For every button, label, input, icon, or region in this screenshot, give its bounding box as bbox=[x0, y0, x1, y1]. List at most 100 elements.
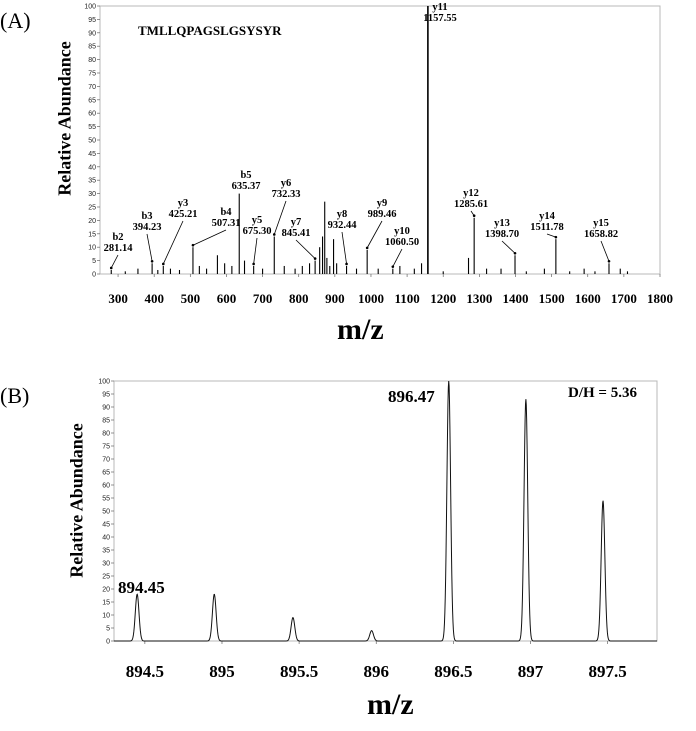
chart-a-ion-label: y10 bbox=[394, 226, 410, 237]
chart-a-ytick-label: 95 bbox=[88, 17, 96, 24]
chart-a-annotation-arrow bbox=[146, 233, 153, 262]
chart-a-arrowhead bbox=[472, 214, 476, 218]
chart-a-ion-label: y15 bbox=[593, 218, 609, 229]
chart-a-ytick-label: 10 bbox=[88, 245, 96, 252]
chart-b-ytick-label: 80 bbox=[102, 431, 110, 438]
chart-a-xtick-label: 1200 bbox=[430, 291, 456, 306]
chart-a-arrowhead bbox=[513, 251, 517, 255]
chart-a-ytick-label: 60 bbox=[88, 111, 96, 118]
chart-b-xtick-label: 896.5 bbox=[434, 662, 472, 681]
chart-a-arrowhead bbox=[365, 246, 369, 250]
chart-a-ion-label: y13 bbox=[494, 218, 510, 229]
chart-a-arrowhead bbox=[272, 233, 276, 236]
chart-b-xlabel: m/z bbox=[367, 688, 414, 721]
chart-a-ion-label: y14 bbox=[539, 211, 556, 222]
chart-b-ytick-label: 10 bbox=[102, 613, 110, 620]
chart-b-xtick-label: 894.5 bbox=[126, 662, 164, 681]
chart-a-xtick-label: 1000 bbox=[358, 291, 384, 306]
chart-a-title: TMLLQPAGSLGSYSYR bbox=[138, 23, 282, 38]
chart-a-ytick-label: 30 bbox=[88, 191, 96, 198]
chart-a-annotation-arrow bbox=[501, 240, 516, 254]
chart-a-ion-label: b5 bbox=[240, 170, 251, 181]
chart-a-ion-label: b4 bbox=[220, 207, 232, 218]
chart-a-annotation-arrow bbox=[273, 200, 287, 235]
chart-a-ytick-label: 20 bbox=[88, 218, 96, 225]
chart-b-ytick-label: 0 bbox=[106, 639, 110, 646]
chart-a-annotation-arrow bbox=[392, 248, 403, 267]
chart-a-xlabel: m/z bbox=[337, 313, 384, 346]
chart-a-annotation-arrow bbox=[600, 240, 610, 262]
chart-b-ytick-label: 60 bbox=[102, 483, 110, 490]
chart-b-ytick-label: 5 bbox=[106, 626, 110, 633]
chart-b-ytick-label: 45 bbox=[102, 522, 110, 529]
chart-b-ytick-label: 25 bbox=[102, 574, 110, 581]
chart-b-peak-label: 894.45 bbox=[118, 578, 165, 597]
chart-a-ytick-label: 5 bbox=[92, 258, 96, 265]
chart-a-ion-label: b3 bbox=[141, 211, 152, 222]
chart-a-mz-label: 845.41 bbox=[282, 228, 311, 239]
chart-a-mz-label: 989.46 bbox=[368, 209, 397, 220]
chart-b-ytick-label: 20 bbox=[102, 587, 110, 594]
chart-a-mz-label: 675.30 bbox=[243, 226, 272, 237]
chart-b-ytick-label: 75 bbox=[102, 444, 110, 451]
chart-a-ytick-label: 35 bbox=[88, 178, 96, 185]
chart-a-xtick-label: 700 bbox=[253, 291, 273, 306]
chart-a-annotation-arrow bbox=[162, 220, 184, 265]
chart-b-ytick-label: 70 bbox=[102, 457, 110, 464]
chart-a-arrowhead bbox=[191, 243, 195, 247]
chart-a-mz-label: 394.23 bbox=[133, 222, 162, 233]
chart-a-mz-label: 1157.55 bbox=[423, 13, 457, 24]
chart-a-xtick-label: 1600 bbox=[575, 291, 601, 306]
chart-a-ytick-label: 85 bbox=[88, 44, 96, 51]
chart-a-arrowhead bbox=[150, 259, 154, 263]
chart-a-ytick-label: 0 bbox=[92, 272, 96, 279]
chart-b-ytick-label: 100 bbox=[98, 379, 110, 386]
chart-a-xtick-label: 600 bbox=[217, 291, 237, 306]
chart-a-ytick-label: 100 bbox=[84, 4, 96, 11]
chart-a-annotation-arrow bbox=[295, 239, 316, 259]
chart-a-mz-label: 1398.70 bbox=[485, 229, 519, 240]
chart-a-mz-label: 1285.61 bbox=[454, 199, 488, 210]
chart-a-ytick-label: 65 bbox=[88, 97, 96, 104]
chart-a-ytick-label: 55 bbox=[88, 124, 96, 131]
chart-a-annotation-arrow bbox=[341, 231, 347, 265]
chart-a-ytick-label: 40 bbox=[88, 164, 96, 171]
chart-a-ytick-label: 15 bbox=[88, 231, 96, 238]
chart-a-ytick-label: 75 bbox=[88, 71, 96, 78]
chart-a-xtick-label: 1700 bbox=[611, 291, 637, 306]
chart-b-xtick-label: 897.5 bbox=[589, 662, 627, 681]
chart-a-ion-label: y9 bbox=[377, 198, 388, 209]
chart-a-mz-label: 635.37 bbox=[232, 181, 261, 192]
chart-b-peak-label: 896.47 bbox=[388, 387, 435, 406]
chart-a-annotation-arrow bbox=[192, 229, 227, 246]
chart-a-ytick-label: 45 bbox=[88, 151, 96, 158]
panel-a-label: (A) bbox=[0, 8, 31, 33]
chart-b-ytick-label: 50 bbox=[102, 509, 110, 516]
chart-a-ion-label: y11 bbox=[432, 2, 447, 13]
chart-b-ytick-label: 65 bbox=[102, 470, 110, 477]
chart-b-ytick-label: 15 bbox=[102, 600, 110, 607]
chart-a-ytick-label: 50 bbox=[88, 138, 96, 145]
chart-a-ion-label: y6 bbox=[281, 178, 292, 189]
chart-b-ytick-label: 85 bbox=[102, 418, 110, 425]
chart-a-mz-label: 932.44 bbox=[328, 220, 358, 231]
chart-b-profile-line bbox=[114, 380, 657, 642]
chart-a-xtick-label: 1500 bbox=[539, 291, 565, 306]
chart-b-ytick-label: 95 bbox=[102, 392, 110, 399]
chart-a-annotation-arrow bbox=[546, 233, 557, 238]
chart-a-mz-label: 425.21 bbox=[169, 209, 198, 220]
chart-a-arrowhead bbox=[391, 265, 395, 268]
chart-a-xtick-label: 900 bbox=[325, 291, 345, 306]
chart-b-xtick-label: 895.5 bbox=[280, 662, 318, 681]
chart-a-xtick-label: 500 bbox=[181, 291, 201, 306]
chart-a-annotation-arrow bbox=[253, 237, 258, 265]
chart-b-xtick-label: 897 bbox=[518, 662, 544, 681]
chart-a-mz-label: 281.14 bbox=[104, 243, 134, 254]
chart-b-xtick-label: 896 bbox=[363, 662, 389, 681]
chart-a-ion-label: y8 bbox=[337, 209, 348, 220]
chart-a-ion-label: y7 bbox=[291, 217, 302, 228]
chart-a-ion-label: y3 bbox=[178, 198, 189, 209]
chart-a-arrowhead bbox=[109, 266, 113, 270]
